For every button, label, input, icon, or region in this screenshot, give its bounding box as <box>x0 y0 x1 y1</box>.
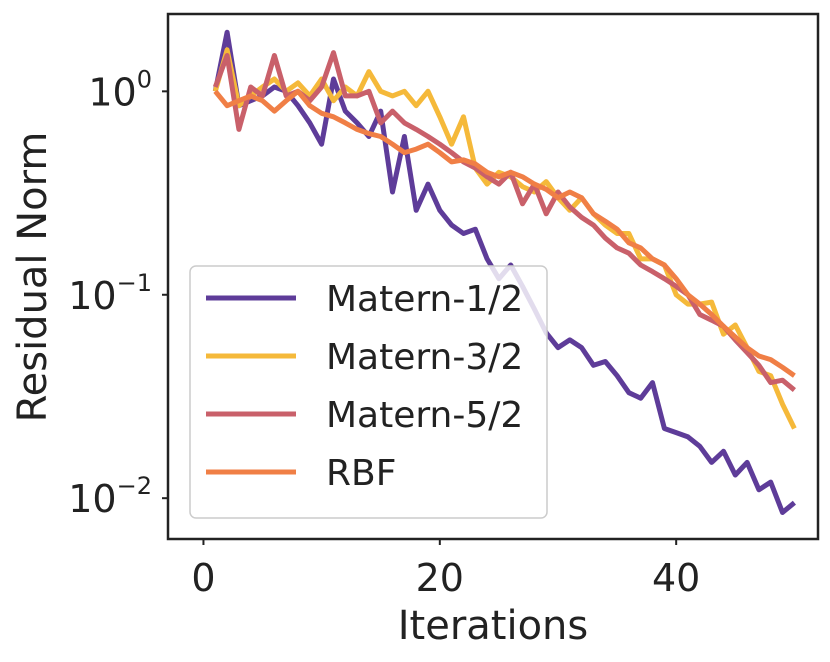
legend-label: Matern-5/2 <box>326 395 523 436</box>
x-tick-label: 20 <box>416 556 464 600</box>
legend: Matern-1/2 Matern-3/2 Matern-5/2 RBF <box>189 265 548 519</box>
legend-box <box>189 265 548 519</box>
x-tick-label: 0 <box>191 556 215 600</box>
plot-frame <box>166 12 820 541</box>
legend-label: Matern-1/2 <box>326 279 523 320</box>
x-axis-label: Iterations <box>398 603 589 649</box>
series-line-rbf <box>213 88 796 378</box>
x-tick-label: 40 <box>652 556 700 600</box>
legend-label: RBF <box>326 453 396 494</box>
series-line-matern-5-2 <box>212 50 796 393</box>
y-tick-label: 100 <box>88 65 152 114</box>
y-axis-label: Residual Norm <box>10 132 56 423</box>
y-tick-label: 10−2 <box>68 472 152 521</box>
y-tick-label: 10−1 <box>68 269 152 318</box>
legend-label: Matern-3/2 <box>326 337 523 378</box>
